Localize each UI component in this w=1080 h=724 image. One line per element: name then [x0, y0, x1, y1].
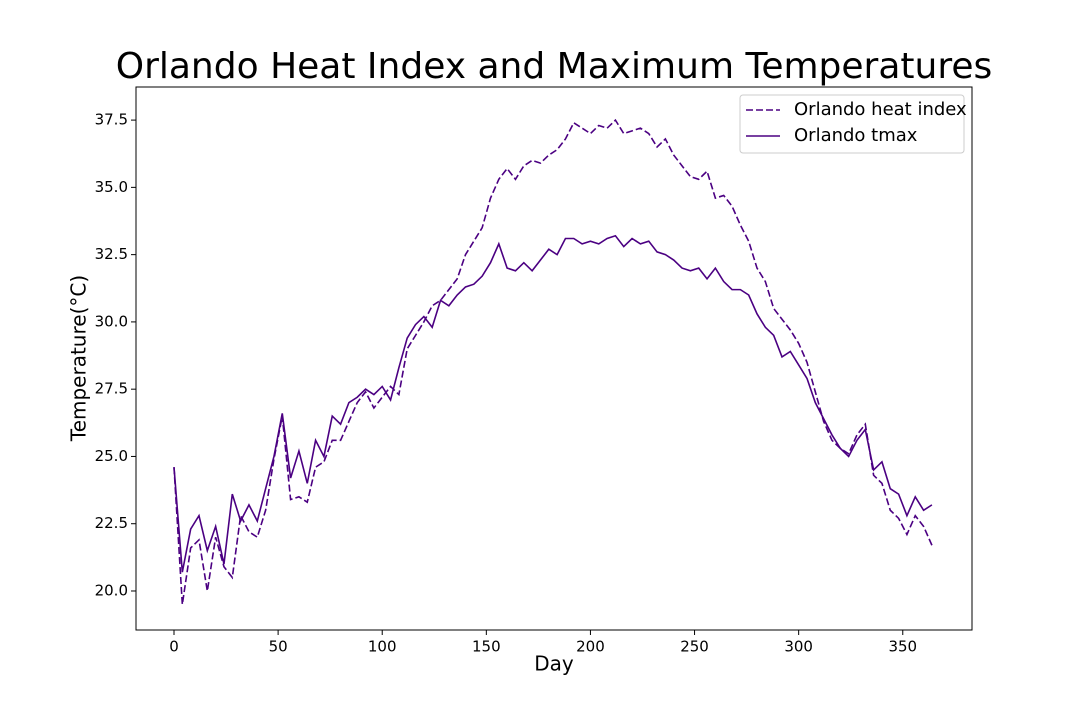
- y-axis-label: Temperature(°C): [67, 275, 91, 442]
- y-tick-label: 30.0: [95, 312, 128, 330]
- x-tick-label: 300: [784, 638, 813, 656]
- y-tick-label: 20.0: [95, 581, 128, 599]
- y-tick-label: 25.0: [95, 447, 128, 465]
- legend-label: Orlando heat index: [794, 99, 967, 120]
- chart-title: Orlando Heat Index and Maximum Temperatu…: [116, 46, 993, 87]
- series-line: [173, 234, 933, 573]
- legend-box: [739, 94, 965, 154]
- x-tick-label: 50: [269, 638, 288, 656]
- x-tick-label: 0: [169, 638, 179, 656]
- y-tick-label: 32.5: [95, 245, 128, 263]
- x-tick-label: 250: [680, 638, 709, 656]
- x-tick-label: 150: [472, 638, 501, 656]
- y-tick-label: 35.0: [95, 178, 128, 196]
- y-tick-label: 22.5: [95, 514, 128, 532]
- plot-frame: [135, 86, 973, 631]
- series-line: [173, 118, 933, 605]
- x-axis-label: Day: [534, 652, 574, 676]
- x-tick-label: 350: [888, 638, 917, 656]
- y-tick-label: 37.5: [95, 111, 128, 129]
- y-tick-label: 27.5: [95, 380, 128, 398]
- legend-label: Orlando tmax: [794, 125, 918, 146]
- x-tick-label: 100: [368, 638, 397, 656]
- x-tick-label: 200: [576, 638, 605, 656]
